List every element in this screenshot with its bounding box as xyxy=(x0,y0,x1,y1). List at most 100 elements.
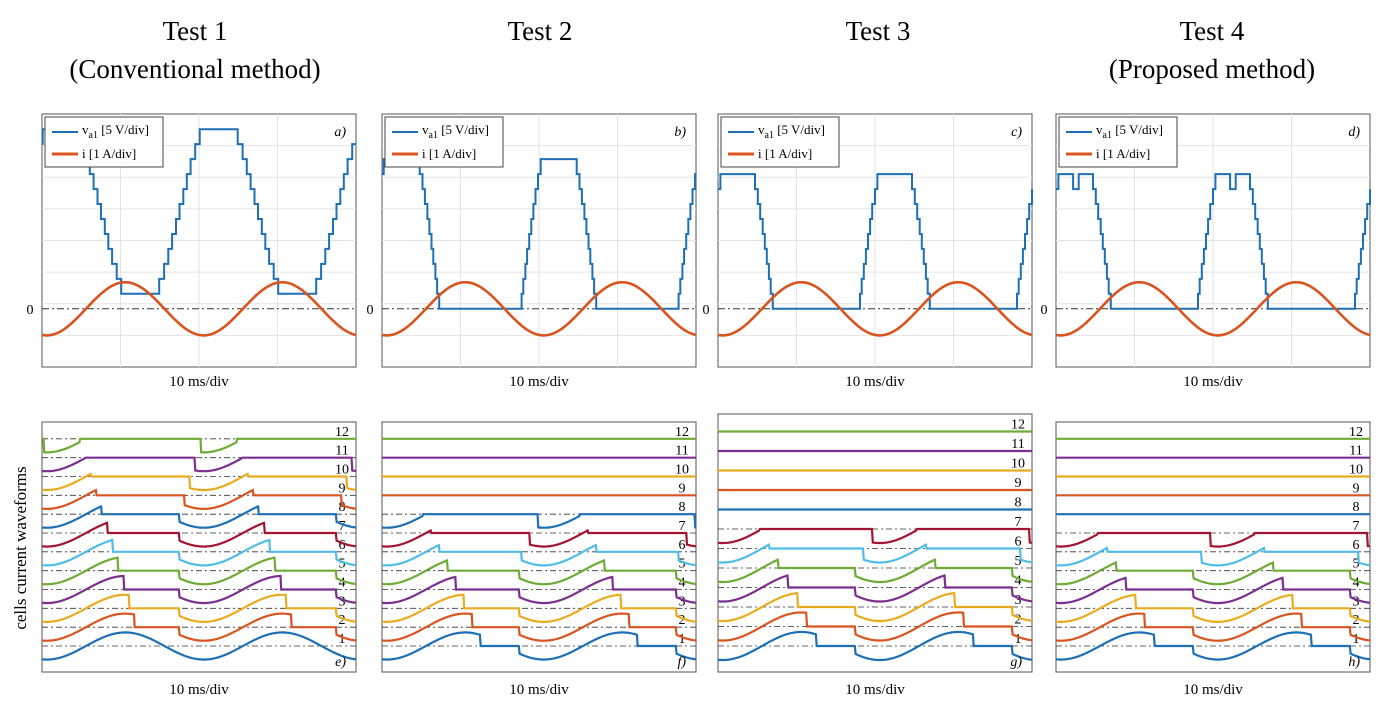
cell-6-current-line xyxy=(42,538,357,567)
cell-4-current-line xyxy=(41,574,357,605)
cell-10-label: 10 xyxy=(1349,463,1363,478)
cell-5-current-line xyxy=(717,558,1033,584)
column-4-title: Test 4 xyxy=(1180,16,1245,46)
cell-11-label: 11 xyxy=(335,444,348,459)
panel-label: e) xyxy=(335,655,346,670)
cell-10-label: 10 xyxy=(335,463,349,478)
cell-7-label: 7 xyxy=(679,519,686,534)
cell-11-current-line xyxy=(41,456,357,473)
legend: va1 [5 V/div] i [1 A/div] xyxy=(720,116,840,168)
cell-1-current-line xyxy=(41,631,357,661)
top-panel-x-axis-label: 10 ms/div xyxy=(509,374,569,390)
legend-voltage-label: va1 [5 V/div] xyxy=(758,122,825,141)
legend-voltage-label: va1 [5 V/div] xyxy=(422,122,489,141)
cell-10-label: 10 xyxy=(675,463,689,478)
legend-current-label: i [1 A/div] xyxy=(1096,146,1150,161)
top-panel-1: 0 va1 [5 V/div] i [1 A/div] a) 10 ms/div xyxy=(27,113,357,390)
cell-1-current-line xyxy=(1055,631,1371,661)
current-series-line xyxy=(41,281,357,337)
legend-box xyxy=(720,116,840,168)
cell-3-label: 3 xyxy=(1353,594,1360,609)
cell-3-current-line xyxy=(1056,593,1371,623)
cell-9-label: 9 xyxy=(1353,481,1360,496)
legend-current-label: i [1 A/div] xyxy=(758,146,812,161)
cell-2-label: 2 xyxy=(339,613,346,628)
zero-axis-label: 0 xyxy=(367,303,374,318)
cell-12-label: 12 xyxy=(1011,418,1025,433)
top-panel-x-axis-label: 10 ms/div xyxy=(169,374,229,390)
cell-9-label: 9 xyxy=(679,481,686,496)
zero-axis-label: 0 xyxy=(1041,303,1048,318)
cell-3-current-line xyxy=(717,591,1033,623)
cell-7-label: 7 xyxy=(1015,515,1022,530)
cell-2-current-line xyxy=(381,612,697,642)
cell-4-label: 4 xyxy=(1015,574,1022,589)
legend: va1 [5 V/div] i [1 A/div] xyxy=(44,116,164,168)
cell-7-current-line xyxy=(717,527,1033,545)
voltage-series-line xyxy=(1056,173,1371,310)
cell-12-current-line xyxy=(42,437,356,454)
cell-10-current-line xyxy=(41,472,357,492)
cell-6-current-line xyxy=(1056,546,1371,567)
cell-5-label: 5 xyxy=(1015,554,1022,569)
top-panel-x-axis-label: 10 ms/div xyxy=(845,374,905,390)
legend-box xyxy=(44,116,164,168)
cell-5-current-line xyxy=(381,558,697,586)
cell-3-label: 3 xyxy=(339,594,346,609)
cell-8-label: 8 xyxy=(1015,496,1022,511)
panel-label: f) xyxy=(677,655,686,670)
cell-6-label: 6 xyxy=(1353,538,1360,553)
cell-12-label: 12 xyxy=(675,425,689,440)
cell-6-label: 6 xyxy=(339,538,346,553)
column-titles: Test 1 (Conventional method) Test 2 Test… xyxy=(69,16,1315,84)
cell-8-current-line xyxy=(41,504,357,529)
cell-6-label: 6 xyxy=(679,538,686,553)
voltage-series-line xyxy=(41,128,356,295)
voltage-series-line xyxy=(382,158,696,310)
column-1-subtitle: (Conventional method) xyxy=(69,54,320,84)
cell-5-current-line xyxy=(41,556,357,586)
cell-5-label: 5 xyxy=(1353,557,1360,572)
panel-label: g) xyxy=(1010,655,1022,670)
panel-label: a) xyxy=(334,125,346,140)
cell-9-label: 9 xyxy=(339,481,346,496)
cell-1-label: 1 xyxy=(1353,632,1360,647)
cell-1-label: 1 xyxy=(1015,632,1022,647)
cell-10-label: 10 xyxy=(1011,457,1025,472)
cell-1-current-line xyxy=(381,631,697,661)
cell-7-current-line xyxy=(1055,531,1371,548)
cell-6-current-line xyxy=(382,543,697,567)
cell-3-label: 3 xyxy=(1015,593,1022,608)
column-1-title: Test 1 xyxy=(163,16,228,46)
cell-5-current-line xyxy=(1055,560,1371,586)
cell-1-label: 1 xyxy=(679,632,686,647)
cell-4-label: 4 xyxy=(679,576,686,591)
panel-label: h) xyxy=(1348,655,1360,670)
zero-axis-label: 0 xyxy=(703,303,710,318)
cell-9-current-line xyxy=(42,488,357,510)
bottom-y-axis-label: cells current waveforms xyxy=(11,466,30,629)
cell-4-current-line xyxy=(1055,576,1371,605)
cell-2-label: 2 xyxy=(1015,613,1022,628)
bottom-panel-x-axis-label: 10 ms/div xyxy=(1183,682,1243,698)
cell-2-current-line xyxy=(1055,612,1371,642)
cell-4-label: 4 xyxy=(1353,576,1360,591)
cell-7-current-line xyxy=(41,521,357,548)
panel-label: c) xyxy=(1011,125,1022,140)
cell-4-current-line xyxy=(717,574,1033,603)
top-panel-4: 0 va1 [5 V/div] i [1 A/div] d) 10 ms/div xyxy=(1041,113,1371,390)
legend-voltage-label: va1 [5 V/div] xyxy=(82,122,149,141)
cell-8-label: 8 xyxy=(1353,500,1360,515)
cell-8-label: 8 xyxy=(339,500,346,515)
cell-8-label: 8 xyxy=(679,500,686,515)
cell-7-label: 7 xyxy=(339,519,346,534)
cell-7-current-line xyxy=(381,528,697,548)
cell-5-label: 5 xyxy=(339,557,346,572)
legend-current-label: i [1 A/div] xyxy=(422,146,476,161)
cell-12-label: 12 xyxy=(1349,425,1363,440)
bottom-panel-x-axis-label: 10 ms/div xyxy=(845,682,905,698)
